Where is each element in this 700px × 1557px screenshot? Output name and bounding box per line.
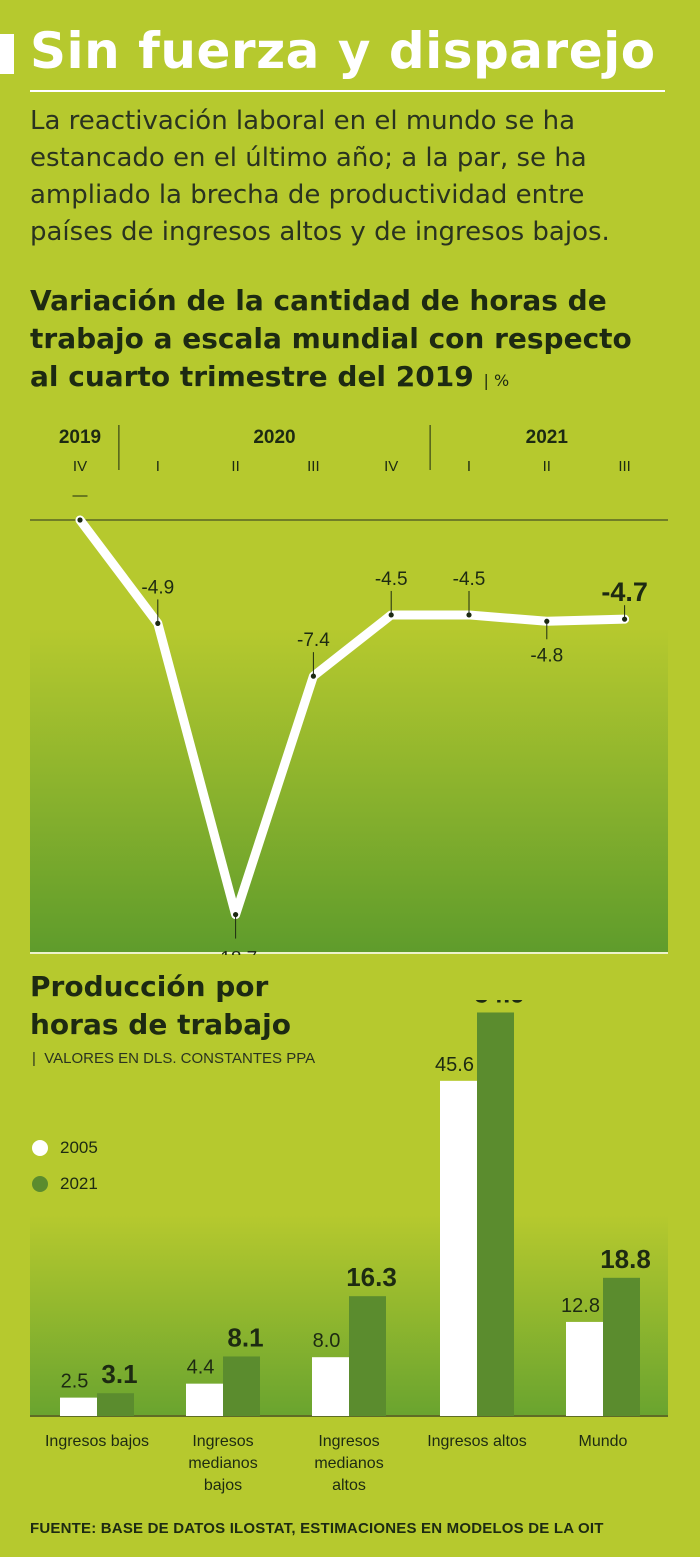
quarter-label: II — [543, 458, 551, 475]
data-point — [77, 517, 83, 523]
quarter-label: III — [618, 458, 631, 475]
bar-chart-title: Producción por horas de trabajo — [30, 970, 291, 1041]
series-line — [75, 515, 630, 920]
legend-label-2005: 2005 — [60, 1138, 98, 1157]
category-label: Ingresos medianos altos — [314, 1433, 383, 1494]
data-label: -4.5 — [453, 569, 486, 590]
data-label: -4.5 — [375, 569, 408, 590]
data-label: -4.8 — [530, 645, 563, 666]
bar-chart-subtitle: | VALORES EN DLS. CONSTANTES PPA — [32, 1050, 316, 1067]
data-label: — — [73, 487, 88, 504]
page-subtitle: La reactivación laboral en el mundo se h… — [30, 106, 610, 247]
title-accent-bar — [0, 34, 14, 74]
data-label: -4.9 — [141, 577, 174, 598]
bar-value-label: 16.3 — [346, 1262, 397, 1292]
year-label-2019: 2019 — [59, 427, 101, 448]
bar-value-label: 8.1 — [227, 1322, 263, 1352]
bar-value-label: 18.8 — [600, 1244, 651, 1274]
bar-chart: 2.5 3.1 Ingresos bajos 4.4 8.1 Ingresos median… — [30, 1000, 668, 1494]
bar-2021 — [223, 1356, 260, 1416]
quarter-label: I — [467, 458, 471, 475]
legend-dot-2005 — [32, 1140, 48, 1156]
bar-2021 — [97, 1393, 134, 1416]
category-label: Ingresos medianos bajos — [188, 1433, 257, 1494]
bar-2021 — [349, 1296, 386, 1416]
title-rule — [30, 90, 665, 92]
quarter-label: IV — [73, 458, 87, 475]
line-chart-title: Variación de la cantidad de horas de tra… — [30, 282, 670, 400]
data-point — [622, 616, 628, 622]
bar-2021 — [603, 1277, 640, 1416]
line-chart-unit-text: % — [493, 371, 510, 390]
legend-dot-2021 — [32, 1176, 48, 1192]
data-label: -7.4 — [297, 630, 330, 651]
source-note: FUENTE: BASE DE DATOS ILOSTAT, ESTIMACIO… — [30, 1520, 604, 1537]
data-point — [155, 620, 161, 626]
bar-value-label: 4.4 — [187, 1357, 215, 1379]
bar-2005 — [312, 1357, 349, 1416]
line-chart-title-text: Variación de la cantidad de horas de tra… — [30, 284, 632, 393]
year-label-2021: 2021 — [526, 427, 569, 448]
bar-2005 — [60, 1397, 97, 1416]
category-label: Ingresos altos — [427, 1433, 527, 1450]
bar-chart-subtitle-text: VALORES EN DLS. CONSTANTES PPA — [44, 1050, 316, 1067]
bar-2005 — [186, 1383, 223, 1416]
data-label: -18.7 — [214, 949, 257, 955]
bar-2021 — [477, 1012, 514, 1416]
page-title: Sin fuerza y disparejo — [30, 22, 656, 80]
data-label: -4.7 — [601, 577, 648, 607]
bar-value-label: 45.6 — [435, 1054, 474, 1076]
quarter-label: II — [231, 458, 239, 475]
bar-value-label: 12.8 — [561, 1295, 600, 1317]
bar-value-label: 54.9 — [474, 1000, 525, 1008]
year-label-2020: 2020 — [253, 427, 295, 448]
bar-legend: 2005 2021 — [32, 1130, 98, 1202]
category-label: Mundo — [579, 1433, 628, 1450]
quarter-label: III — [307, 458, 320, 475]
legend-item-2005: 2005 — [32, 1130, 98, 1166]
quarter-label: IV — [384, 458, 398, 475]
category-label: Ingresos bajos — [45, 1433, 149, 1450]
bar-value-label: 2.5 — [61, 1371, 89, 1393]
line-chart-unit: | % — [483, 371, 510, 390]
bar-2005 — [440, 1080, 477, 1416]
bar-value-label: 3.1 — [101, 1359, 137, 1389]
legend-item-2021: 2021 — [32, 1166, 98, 1202]
bar-2005 — [566, 1321, 603, 1416]
legend-label-2021: 2021 — [60, 1174, 98, 1193]
bar-value-label: 8.0 — [313, 1330, 341, 1352]
quarter-label: I — [156, 458, 160, 475]
